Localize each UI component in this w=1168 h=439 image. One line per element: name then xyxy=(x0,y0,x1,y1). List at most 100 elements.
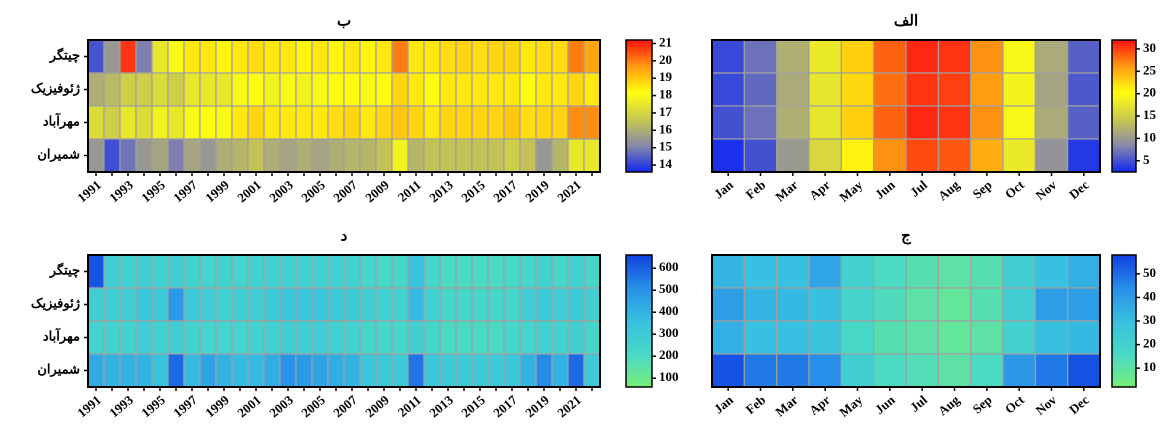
heatmap-cell xyxy=(776,105,810,140)
y-tick-label: مهرآباد xyxy=(43,112,80,129)
heatmap-cell xyxy=(1034,105,1069,140)
x-tick-label: Jan xyxy=(711,392,737,417)
heatmap-cell xyxy=(279,105,297,140)
heatmap-cell xyxy=(423,353,441,388)
heatmap-cell xyxy=(231,287,249,322)
x-tick-label: Sep xyxy=(970,392,995,416)
heatmap-cell xyxy=(263,287,281,322)
heatmap-cell xyxy=(359,320,377,355)
heatmap-cell xyxy=(183,39,201,74)
heatmap-cell xyxy=(279,320,297,355)
heatmap-cell xyxy=(247,39,265,74)
x-tick-label: Apr xyxy=(806,177,833,203)
x-tick-label: Jan xyxy=(711,177,737,202)
heatmap-cell xyxy=(263,353,281,388)
colorbar-tick-label: 21 xyxy=(659,34,672,49)
heatmap-cell xyxy=(743,72,778,107)
heatmap-cell xyxy=(455,138,473,173)
x-tick-label: Nov xyxy=(1033,177,1060,203)
heatmap-cell xyxy=(295,353,313,388)
heatmap-cell xyxy=(970,353,1004,388)
heatmap-cell xyxy=(519,254,537,289)
heatmap-cell xyxy=(519,138,537,173)
heatmap-cell xyxy=(215,138,233,173)
heatmap-cell xyxy=(247,72,265,107)
heatmap-cell xyxy=(375,254,393,289)
y-tick-label: مهرآباد xyxy=(43,327,80,344)
colorbar-tick-label: 20 xyxy=(1143,85,1156,100)
heatmap-cell xyxy=(183,254,201,289)
heatmap-cell xyxy=(311,72,329,107)
heatmap-cell xyxy=(873,353,907,388)
heatmap-cell xyxy=(535,254,553,289)
heatmap-cell xyxy=(455,287,473,322)
x-tick-label: Dec xyxy=(1066,392,1092,417)
x-tick-label: Nov xyxy=(1033,392,1060,418)
heatmap-cell xyxy=(231,138,249,173)
heatmap-cell xyxy=(231,320,249,355)
heatmap-cell xyxy=(151,320,169,355)
colorbar-tick-label: 500 xyxy=(659,281,679,296)
heatmap-cell xyxy=(279,39,297,74)
heatmap-cell xyxy=(199,138,217,173)
heatmap-cell xyxy=(423,254,441,289)
x-tick-label: 1993 xyxy=(106,177,136,206)
heatmap-cell xyxy=(471,353,489,388)
x-tick-label: 2013 xyxy=(426,392,456,421)
heatmap-cell xyxy=(311,320,329,355)
x-tick-label: Dec xyxy=(1066,177,1092,202)
heatmap-cell xyxy=(567,287,585,322)
heatmap-cell xyxy=(439,254,457,289)
heatmap-cell xyxy=(183,72,201,107)
heatmap-cell xyxy=(343,254,361,289)
heatmap-cell xyxy=(151,72,169,107)
heatmap-cell xyxy=(583,254,601,289)
colorbar-tick-label: 18 xyxy=(659,87,673,102)
heatmap-cell xyxy=(167,72,185,107)
heatmap-cell xyxy=(87,287,105,322)
heatmap-cell xyxy=(487,72,505,107)
x-tick-label: 2021 xyxy=(554,392,584,420)
heatmap-cell xyxy=(439,72,457,107)
heatmap-cell xyxy=(119,138,137,173)
heatmap-cell xyxy=(199,287,217,322)
heatmap-cell xyxy=(905,138,939,173)
colorbar-tick-label: 400 xyxy=(659,303,679,318)
heatmap-cell xyxy=(375,105,393,140)
heatmap-cell xyxy=(1034,254,1069,289)
x-tick-label: 1993 xyxy=(106,392,136,421)
y-tick-label: شمیران xyxy=(37,146,80,162)
heatmap-cell xyxy=(905,287,939,322)
heatmap-cell xyxy=(503,72,521,107)
x-tick-label: Jun xyxy=(872,177,898,202)
heatmap-cell xyxy=(455,72,473,107)
heatmap-cell xyxy=(167,254,185,289)
heatmap-cell xyxy=(873,320,907,355)
panel-title: ج xyxy=(901,228,911,244)
heatmap-cell xyxy=(487,105,505,140)
x-tick-label: 2007 xyxy=(330,177,360,206)
x-tick-label: Aug xyxy=(935,392,963,419)
heatmap-cell xyxy=(167,138,185,173)
heatmap-cell xyxy=(135,105,153,140)
colorbar-tick-label: 200 xyxy=(659,347,679,362)
heatmap-cell xyxy=(279,138,297,173)
heatmap-cell xyxy=(471,39,489,74)
heatmap-cell xyxy=(327,353,345,388)
heatmap-cell xyxy=(247,254,265,289)
heatmap-cell xyxy=(423,287,441,322)
heatmap-cell xyxy=(583,138,601,173)
heatmap-cell xyxy=(808,72,842,107)
heatmap-cell xyxy=(327,105,345,140)
colorbar xyxy=(1111,39,1137,173)
heatmap-cell xyxy=(970,320,1004,355)
heatmap-cell xyxy=(359,353,377,388)
heatmap-cell xyxy=(551,105,569,140)
heatmap-cell xyxy=(937,39,972,74)
heatmap-cell xyxy=(439,138,457,173)
colorbar-tick-label: 17 xyxy=(659,104,673,119)
heatmap-cell xyxy=(743,105,778,140)
heatmap-cell xyxy=(711,287,745,322)
heatmap-cell xyxy=(535,105,553,140)
heatmap-cell xyxy=(776,254,810,289)
